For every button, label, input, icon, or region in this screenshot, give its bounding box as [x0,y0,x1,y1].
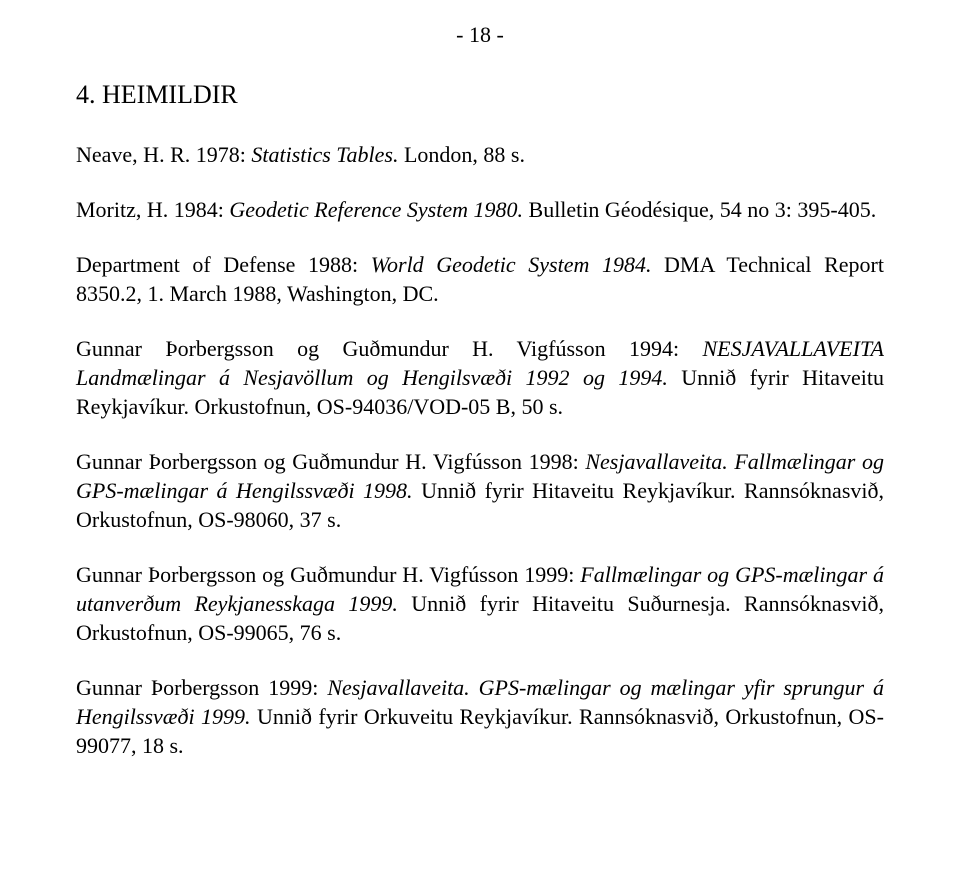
page: - 18 - 4. HEIMILDIR Neave, H. R. 1978: S… [0,0,960,761]
reference-prefix: Gunnar Þorbergsson og Guðmundur H. Vigfú… [76,336,702,361]
reference-entry: Gunnar Þorbergsson 1999: Nesjavallaveita… [76,673,884,760]
page-number: - 18 - [76,22,884,48]
reference-suffix: London, 88 s. [398,142,525,167]
reference-entry: Gunnar Þorbergsson og Guðmundur H. Vigfú… [76,447,884,534]
section-heading: 4. HEIMILDIR [76,80,884,110]
reference-title: Geodetic Reference System 1980. [229,197,523,222]
reference-prefix: Neave, H. R. 1978: [76,142,251,167]
reference-title: World Geodetic System 1984. [371,252,652,277]
reference-prefix: Gunnar Þorbergsson og Guðmundur H. Vigfú… [76,449,585,474]
reference-title: Statistics Tables. [251,142,398,167]
reference-entry: Neave, H. R. 1978: Statistics Tables. Lo… [76,140,884,169]
reference-prefix: Department of Defense 1988: [76,252,371,277]
reference-suffix: Bulletin Géodésique, 54 no 3: 395-405. [523,197,876,222]
reference-prefix: Gunnar Þorbergsson 1999: [76,675,327,700]
reference-entry: Gunnar Þorbergsson og Guðmundur H. Vigfú… [76,334,884,421]
reference-entry: Gunnar Þorbergsson og Guðmundur H. Vigfú… [76,560,884,647]
reference-prefix: Moritz, H. 1984: [76,197,229,222]
reference-entry: Department of Defense 1988: World Geodet… [76,250,884,308]
reference-entry: Moritz, H. 1984: Geodetic Reference Syst… [76,195,884,224]
reference-prefix: Gunnar Þorbergsson og Guðmundur H. Vigfú… [76,562,580,587]
